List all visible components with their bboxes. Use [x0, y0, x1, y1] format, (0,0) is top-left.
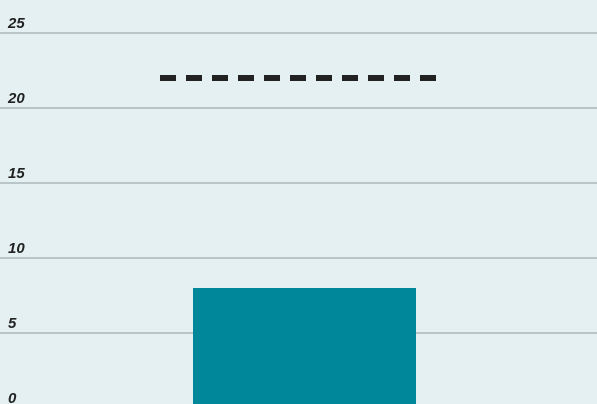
y-tick-label: 10 — [8, 240, 25, 257]
y-tick-label: 5 — [8, 315, 17, 332]
y-tick-label: 25 — [7, 15, 25, 32]
y-tick-label: 20 — [7, 90, 25, 107]
bar — [193, 288, 416, 404]
y-tick-label: 0 — [8, 390, 17, 404]
y-tick-label: 15 — [8, 165, 25, 182]
